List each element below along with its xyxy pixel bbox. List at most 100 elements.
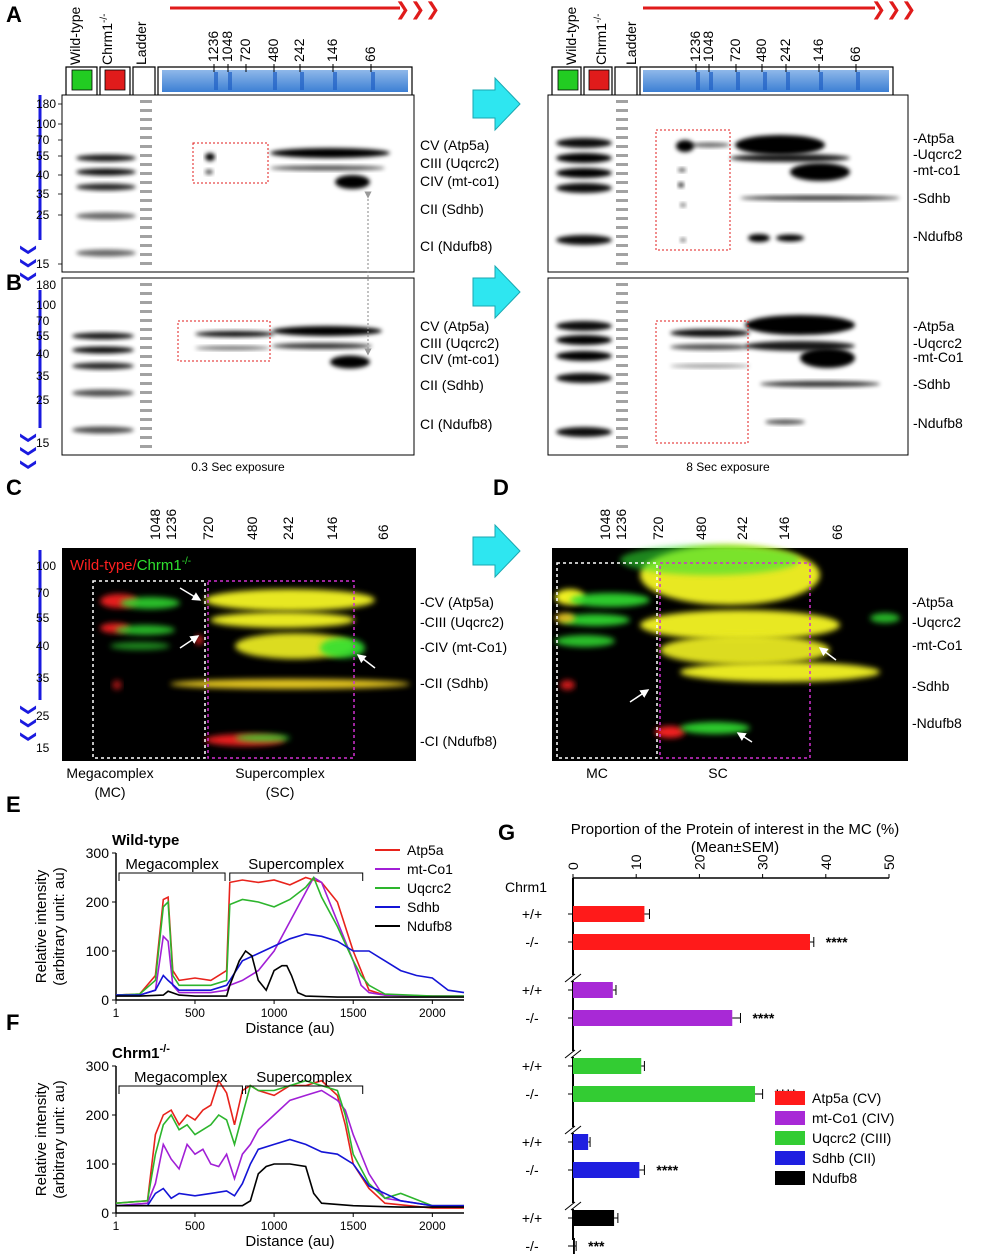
fluor-band bbox=[120, 597, 180, 609]
axis-break-mask bbox=[566, 1203, 580, 1209]
lane-band bbox=[72, 346, 134, 354]
g-bar-mt-Co1 (CIV)-+/+ bbox=[573, 982, 613, 998]
series-line-Uqcrc2 bbox=[115, 1079, 464, 1207]
g-legend-swatch-Sdhb (CII) bbox=[775, 1151, 805, 1165]
size-label-480: 480 bbox=[265, 38, 281, 62]
lane-band bbox=[72, 426, 134, 434]
band-label-B-right-1: -Uqcrc2 bbox=[913, 335, 962, 351]
x-axis-label: Distance (au) bbox=[245, 1233, 334, 1250]
blot-band bbox=[730, 154, 850, 162]
x-tick-label: 2000 bbox=[419, 1219, 446, 1233]
fluor-legend: Wild-type/Chrm1-/- bbox=[70, 556, 191, 574]
mw-label-35: 35 bbox=[36, 187, 50, 201]
lane-band bbox=[556, 351, 612, 361]
fluor-band bbox=[560, 680, 575, 690]
gel-marker-band bbox=[228, 72, 232, 90]
x-tick-label: 1500 bbox=[340, 1006, 367, 1020]
lane-band bbox=[72, 332, 134, 340]
g-genotype-label: +/+ bbox=[522, 1058, 542, 1074]
panel-letter-A: A bbox=[6, 2, 22, 27]
series-line-Sdhb bbox=[116, 933, 465, 996]
ladder-band bbox=[140, 436, 152, 439]
fluor-band bbox=[170, 679, 410, 689]
ladder-band bbox=[616, 364, 628, 367]
blot-band bbox=[195, 331, 275, 337]
ladder-band bbox=[616, 100, 628, 103]
cyan-arrows bbox=[472, 76, 521, 579]
x-tick-label: 2000 bbox=[419, 1006, 446, 1020]
fluor-band bbox=[560, 614, 630, 626]
fluor-band bbox=[660, 635, 830, 665]
ladder-band bbox=[140, 244, 152, 247]
mw-label-C-15: 15 bbox=[36, 741, 50, 755]
gel-marker-band bbox=[709, 72, 713, 90]
ladder-band bbox=[616, 136, 628, 139]
size-label-66: 66 bbox=[847, 46, 863, 62]
size-label-C-720: 720 bbox=[200, 516, 216, 540]
size-label-1236: 1236 bbox=[205, 31, 221, 62]
lane-band bbox=[556, 335, 612, 345]
ladder-band bbox=[616, 253, 628, 256]
ladder-band bbox=[140, 181, 152, 184]
axis-break bbox=[570, 1049, 582, 1059]
g-genotype-label: +/+ bbox=[522, 982, 542, 998]
region-bracket bbox=[118, 1085, 243, 1094]
fluor-band bbox=[570, 593, 650, 607]
g-tick-label: 20 bbox=[691, 854, 707, 870]
ladder-band bbox=[616, 262, 628, 265]
g-sig-label: **** bbox=[752, 1010, 774, 1026]
mw-label-C-70: 70 bbox=[36, 586, 50, 600]
mw-axis-arrows: ❯❯❯ ❯❯❯ ❯❯❯ bbox=[20, 95, 42, 743]
direction-chevrons: ❯❯❯ bbox=[395, 0, 440, 20]
g-genotype-label: -/- bbox=[525, 1162, 539, 1178]
fluor-label-C-3: -CII (Sdhb) bbox=[420, 675, 488, 691]
ladder-band bbox=[140, 235, 152, 238]
bar-chart-mc-proportion: Proportion of the Protein of interest in… bbox=[505, 821, 899, 1254]
mw-label-35: 35 bbox=[36, 369, 50, 383]
ladder-band bbox=[140, 391, 152, 394]
ladder-band bbox=[140, 319, 152, 322]
size-label-C-1048: 1048 bbox=[147, 509, 163, 540]
ladder-band bbox=[616, 445, 628, 448]
ko-color-swatch-right bbox=[588, 69, 610, 91]
gel-marker-band bbox=[371, 72, 375, 90]
mw-label-55: 55 bbox=[36, 329, 50, 343]
ladder-band bbox=[140, 418, 152, 421]
blot-band bbox=[776, 234, 804, 242]
sc-abbr-C: (SC) bbox=[266, 784, 295, 800]
mw-label-C-40: 40 bbox=[36, 639, 50, 653]
g-genotype-label: +/+ bbox=[522, 1134, 542, 1150]
lane-label-wt-right: Wild-type bbox=[563, 6, 579, 65]
band-label-A-4: CI (Ndufb8) bbox=[420, 238, 492, 254]
mc-highlight-box bbox=[177, 320, 271, 362]
band-label-B-1: CIII (Uqcrc2) bbox=[420, 335, 499, 351]
g-bar-Sdhb (CII)--/- bbox=[573, 1162, 640, 1178]
panel-letter-E: E bbox=[6, 792, 21, 817]
series-line-Atp5a bbox=[115, 876, 464, 997]
y-tick-label: 100 bbox=[86, 1156, 110, 1172]
ladder-band bbox=[616, 301, 628, 304]
fluor-label-C-0: -CV (Atp5a) bbox=[420, 594, 494, 610]
blot-band bbox=[740, 195, 900, 201]
band-label-B-4: CI (Ndufb8) bbox=[420, 416, 492, 432]
axis-break bbox=[564, 973, 576, 983]
ladder-band bbox=[616, 382, 628, 385]
mc-region-box-D bbox=[556, 562, 658, 759]
mw-label-40: 40 bbox=[36, 168, 50, 182]
g-sig-label: *** bbox=[588, 1238, 605, 1254]
axis-break bbox=[564, 1049, 576, 1059]
fluor-band bbox=[235, 734, 290, 742]
g-group-label: Chrm1 bbox=[505, 879, 547, 895]
ladder-band bbox=[616, 427, 628, 430]
size-label-C-146: 146 bbox=[324, 516, 340, 540]
fluor-band bbox=[205, 589, 375, 611]
g-legend-swatch-Uqcrc2 (CIII) bbox=[775, 1131, 805, 1145]
blot-band bbox=[670, 329, 750, 337]
size-label-C-242: 242 bbox=[280, 516, 296, 540]
ladder-band bbox=[616, 163, 628, 166]
blot-band bbox=[678, 168, 686, 172]
series-line-Sdhb bbox=[116, 1138, 464, 1207]
ladder-band bbox=[616, 235, 628, 238]
